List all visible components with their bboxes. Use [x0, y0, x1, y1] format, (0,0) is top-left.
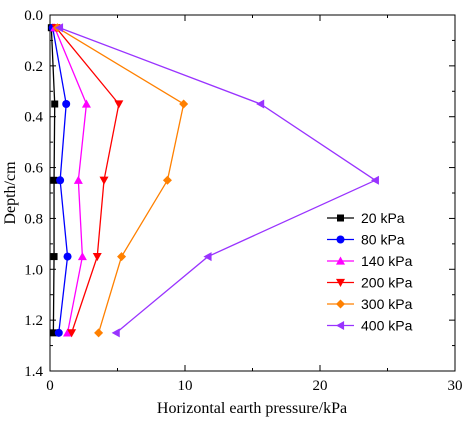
y-tick-label: 0.2: [24, 59, 43, 75]
data-point: [92, 252, 102, 262]
data-point: [56, 176, 65, 185]
data-point: [62, 100, 71, 108]
data-point: [49, 329, 57, 337]
data-point: [370, 175, 379, 185]
axis-ticks: 0 10 20 30 0.0 0.2 0.4 0.6 0.8 1.0 1.2 1.4: [24, 8, 462, 394]
data-point: [50, 253, 58, 261]
y-tick-label: 0.0: [24, 8, 43, 24]
data-point: [256, 99, 265, 109]
data-point: [99, 176, 109, 185]
legend-label: 20 kPa: [361, 210, 405, 226]
data-point: [54, 23, 64, 33]
legend-marker: [337, 214, 344, 222]
data-point: [162, 175, 172, 185]
data-point: [51, 100, 59, 108]
legend-label: 140 kPa: [361, 253, 413, 269]
series-3: [51, 24, 124, 338]
legend: 20 kPa 80 kPa 140 kPa 200 kPa 300 kPa 400 kPa: [327, 210, 413, 334]
legend-marker: [336, 278, 345, 287]
x-tick-label: 30: [448, 378, 463, 394]
y-tick-label: 1.0: [24, 262, 43, 278]
series-5: [54, 23, 379, 338]
y-tick-label: 0.4: [24, 110, 43, 126]
x-tick-label: 0: [46, 378, 54, 394]
legend-marker: [336, 321, 345, 330]
x-tick-label: 20: [313, 378, 328, 394]
legend-label: 300 kPa: [361, 296, 413, 312]
legend-marker: [336, 235, 345, 244]
legend-marker: [336, 299, 345, 309]
data-point: [77, 252, 87, 261]
data-point: [203, 252, 212, 262]
y-tick-label: 0.8: [24, 211, 43, 227]
data-point: [111, 328, 120, 338]
series-line: [59, 27, 377, 334]
y-tick-label: 1.2: [24, 313, 43, 329]
data-point: [63, 328, 73, 337]
y-tick-label: 0.6: [24, 161, 43, 177]
data-point: [94, 328, 104, 338]
legend-marker: [336, 256, 345, 265]
x-axis-title: Horizontal earth pressure/kPa: [157, 400, 347, 417]
legend-label: 400 kPa: [361, 318, 413, 334]
data-point: [67, 329, 77, 338]
data-point: [50, 176, 58, 184]
data-point: [73, 175, 83, 184]
series-line: [55, 27, 120, 334]
data-point: [54, 328, 63, 337]
data-point: [63, 252, 72, 261]
data-point: [81, 99, 91, 108]
x-tick-label: 10: [178, 378, 193, 394]
legend-label: 80 kPa: [361, 232, 405, 248]
y-axis-title: Depth/cm: [2, 161, 19, 225]
y-tick-label: 1.4: [24, 364, 43, 380]
series-2: [50, 23, 91, 337]
series-group: [47, 23, 379, 338]
data-point: [117, 252, 127, 262]
data-point: [114, 100, 124, 109]
legend-label: 200 kPa: [361, 275, 413, 291]
data-point: [179, 99, 189, 109]
